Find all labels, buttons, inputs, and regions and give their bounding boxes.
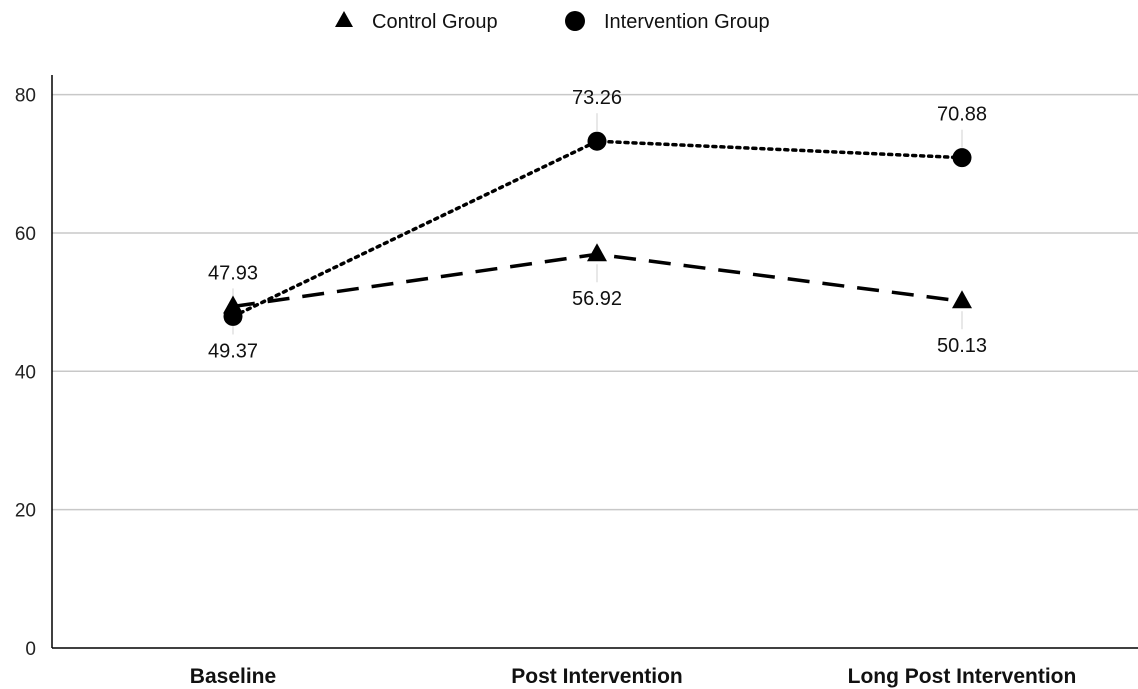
legend-item-intervention[interactable]: Intervention Group <box>565 11 770 33</box>
data-point-circle <box>587 131 607 151</box>
x-tick-label: Long Post Intervention <box>848 665 1077 688</box>
y-tick-label-80: 80 <box>15 86 36 107</box>
gridlines <box>52 93 1138 511</box>
axes <box>51 75 1138 649</box>
y-tick-label-40: 40 <box>15 362 36 383</box>
x-tick-label: Baseline <box>190 665 276 688</box>
data-point-triangle <box>587 243 607 262</box>
data-label: 50.13 <box>937 335 987 357</box>
data-label: 73.26 <box>572 87 622 109</box>
legend-label-intervention: Intervention Group <box>604 11 770 33</box>
series-markers <box>223 131 972 326</box>
legend-circle-marker <box>565 11 585 31</box>
x-axis-ticks: Baseline Post Intervention Long Post Inter… <box>190 665 1077 688</box>
data-point-triangle <box>952 290 972 309</box>
y-tick-label-20: 20 <box>15 501 36 522</box>
legend: Control Group Intervention Group <box>335 11 770 33</box>
y-tick-label-60: 60 <box>15 224 36 245</box>
data-label: 56.92 <box>572 288 622 310</box>
data-label: 49.37 <box>208 340 258 362</box>
data-point-circle <box>952 148 972 168</box>
y-axis-ticks: 0 20 40 60 80 <box>15 86 36 660</box>
data-label: 70.88 <box>937 104 987 126</box>
legend-triangle-marker <box>335 11 353 27</box>
legend-label-control: Control Group <box>372 11 498 33</box>
data-point-circle <box>223 306 243 326</box>
y-tick-label-0: 0 <box>25 639 36 660</box>
legend-item-control[interactable]: Control Group <box>335 11 498 33</box>
data-labels: 49.37 56.92 50.13 47.93 73.26 70.88 <box>208 87 987 362</box>
data-label: 47.93 <box>208 262 258 284</box>
x-tick-label: Post Intervention <box>511 665 683 688</box>
